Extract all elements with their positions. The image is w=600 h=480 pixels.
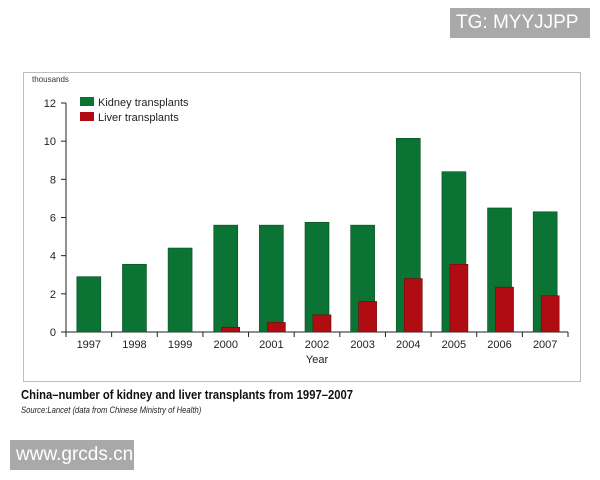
- liver-bar: [495, 286, 514, 333]
- y-tick-label: 6: [50, 213, 56, 225]
- x-axis-label: Year: [306, 354, 329, 366]
- chart-caption: China–number of kidney and liver transpl…: [21, 388, 354, 402]
- kidney-bar: [167, 247, 193, 333]
- legend-label-liver: Liver transplants: [98, 112, 179, 124]
- y-tick-label: 10: [44, 136, 56, 148]
- liver-bar: [267, 322, 286, 333]
- y-tick-label: 0: [50, 327, 56, 339]
- x-tick-label: 2004: [396, 339, 420, 351]
- liver-bar: [449, 263, 469, 333]
- legend-swatch-kidney: [80, 97, 94, 106]
- x-tick-label: 2000: [213, 339, 237, 351]
- chart-source: Source:Lancet (data from Chinese Ministr…: [21, 405, 202, 415]
- x-tick-label: 2006: [487, 339, 511, 351]
- x-tick-label: 2001: [259, 339, 283, 351]
- y-tick-label: 4: [50, 251, 56, 263]
- liver-bar: [358, 301, 377, 333]
- x-tick-label: 2005: [442, 339, 466, 351]
- x-tick-label: 1997: [77, 339, 101, 351]
- y-tick-label: 2: [50, 289, 56, 301]
- watermark-top-right: TG: MYYJJPP: [450, 8, 590, 38]
- legend-swatch-liver: [80, 112, 94, 121]
- y-tick-label: 12: [44, 98, 56, 110]
- kidney-bar: [76, 276, 102, 333]
- x-tick-label: 2003: [350, 339, 374, 351]
- kidney-bar: [304, 221, 330, 333]
- liver-bar: [403, 278, 423, 333]
- kidney-bar: [259, 224, 284, 333]
- liver-bar: [221, 326, 241, 333]
- liver-bar: [540, 295, 560, 333]
- legend-label-kidney: Kidney transplants: [98, 97, 189, 109]
- liver-bar: [312, 314, 332, 333]
- x-tick-label: 2007: [533, 339, 557, 351]
- kidney-bar: [122, 263, 147, 333]
- y-tick-label: 8: [50, 174, 56, 186]
- kidney-bar: [213, 224, 239, 333]
- watermark-bottom-left: www.grcds.cn: [10, 440, 134, 470]
- x-tick-label: 2002: [305, 339, 329, 351]
- chart-frame: [23, 72, 581, 382]
- x-tick-label: 1999: [168, 339, 192, 351]
- x-tick-label: 1998: [122, 339, 146, 351]
- y-axis-label: thousands: [32, 75, 69, 84]
